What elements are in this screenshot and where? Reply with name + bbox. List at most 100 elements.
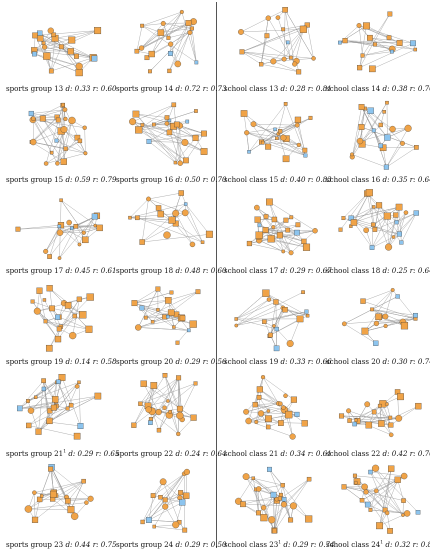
network-graph <box>6 5 112 83</box>
network-panel: sports group 23 d: 0.44 r: 0.75 <box>6 461 112 552</box>
orange-circle-node <box>272 225 276 229</box>
orange-square-node <box>49 306 54 311</box>
orange-circle-node <box>184 469 190 475</box>
network-edge <box>291 29 304 57</box>
orange-circle-node <box>292 62 297 67</box>
network-edge <box>35 54 80 73</box>
blue-square-node <box>286 41 289 44</box>
network-edge <box>168 33 190 38</box>
orange-square-node <box>65 302 71 308</box>
orange-square-node <box>156 308 159 311</box>
blue-square-node <box>416 510 420 514</box>
network-graph <box>224 461 330 539</box>
blue-square-node <box>396 295 400 299</box>
orange-square-node <box>79 311 86 318</box>
orange-square-node <box>262 290 269 297</box>
orange-square-node <box>163 373 167 377</box>
orange-square-node <box>396 204 402 210</box>
network-panel: school class 22 d: 0.42 r: 0.76 <box>326 370 430 461</box>
network-edge <box>149 141 176 162</box>
orange-circle-node <box>350 153 354 157</box>
network-edge <box>236 293 266 319</box>
panel-caption: sports group 23 d: 0.44 r: 0.75 <box>6 540 118 549</box>
orange-circle-node <box>267 298 271 302</box>
blue-square-node <box>58 225 61 228</box>
network-edge <box>284 479 309 504</box>
network-edge <box>374 412 390 418</box>
orange-circle-node <box>276 15 280 19</box>
orange-square-node <box>158 211 164 217</box>
network-edge <box>149 500 165 520</box>
blue-square-node <box>92 56 97 61</box>
network-edge <box>48 422 80 426</box>
network-panel: sports group 16 d: 0.50 r: 0.70 <box>116 96 222 187</box>
network-edge <box>34 493 35 520</box>
network-edge <box>386 147 416 167</box>
blue-square-node <box>338 41 341 44</box>
network-edge <box>391 406 419 425</box>
network-graph <box>326 278 430 356</box>
orange-square-node <box>82 479 86 483</box>
network-edge <box>352 111 370 157</box>
blue-square-node <box>379 144 383 148</box>
blue-square-node <box>92 214 98 220</box>
orange-square-node <box>414 48 417 51</box>
orange-square-node <box>296 223 300 227</box>
orange-square-node <box>273 299 278 304</box>
orange-circle-node <box>295 123 299 127</box>
blue-square-node <box>413 313 417 317</box>
network-panel: school class 15 d: 0.40 r: 0.83 <box>224 96 330 187</box>
network-edge <box>185 213 202 242</box>
orange-square-node <box>360 498 364 502</box>
orange-square-node <box>138 402 142 406</box>
network-edge <box>375 229 400 234</box>
network-edge <box>236 300 269 319</box>
panel-caption: sports group 211 d: 0.29 r: 0.65 <box>6 449 118 458</box>
orange-square-node <box>37 497 42 502</box>
network-edge <box>148 193 181 199</box>
panel-name: school class 22 <box>326 449 380 458</box>
network-edge <box>261 36 267 64</box>
orange-square-node <box>388 423 393 428</box>
orange-square-node <box>393 213 398 218</box>
orange-square-node <box>278 129 282 133</box>
network-panel: school class 13 d: 0.28 r: 0.81 <box>224 5 330 96</box>
panel-name: school class 21 <box>224 449 278 458</box>
orange-square-node <box>132 300 138 306</box>
orange-square-node <box>359 104 364 109</box>
orange-circle-node <box>71 513 78 520</box>
panel-caption: school class 15 d: 0.40 r: 0.83 <box>224 175 336 184</box>
orange-square-node <box>300 26 307 33</box>
orange-square-node <box>414 145 418 149</box>
orange-square-node <box>177 406 183 412</box>
blue-square-node <box>179 500 185 506</box>
panel-stats: d: 0.25 r: 0.64 <box>383 266 430 275</box>
orange-square-node <box>378 420 384 426</box>
network-edge <box>55 38 79 66</box>
orange-circle-node <box>272 324 275 327</box>
orange-circle-node <box>404 510 410 516</box>
orange-square-node <box>275 137 278 140</box>
orange-square-node <box>170 291 174 295</box>
panel-name: sports group 20 <box>116 357 173 366</box>
blue-square-node <box>304 154 308 158</box>
orange-circle-node <box>385 511 389 515</box>
network-graph <box>116 461 222 539</box>
orange-square-node <box>148 70 152 74</box>
orange-square-node <box>366 189 373 196</box>
orange-square-node <box>272 217 277 222</box>
orange-circle-node <box>161 21 166 26</box>
orange-square-node <box>37 36 43 42</box>
network-panel: sports group 22 d: 0.24 r: 0.64 <box>116 370 222 461</box>
network-panel: school class 14 d: 0.38 r: 0.70 <box>326 5 430 96</box>
orange-square-node <box>32 517 38 523</box>
panel-stats: d: 0.14 r: 0.58 <box>65 357 116 366</box>
orange-circle-node <box>30 139 36 145</box>
orange-square-node <box>73 314 77 318</box>
blue-square-node <box>305 310 309 314</box>
orange-circle-node <box>58 256 61 259</box>
orange-circle-node <box>68 117 75 124</box>
orange-square-node <box>77 297 82 302</box>
network-edge <box>399 207 401 242</box>
orange-square-node <box>140 24 143 27</box>
